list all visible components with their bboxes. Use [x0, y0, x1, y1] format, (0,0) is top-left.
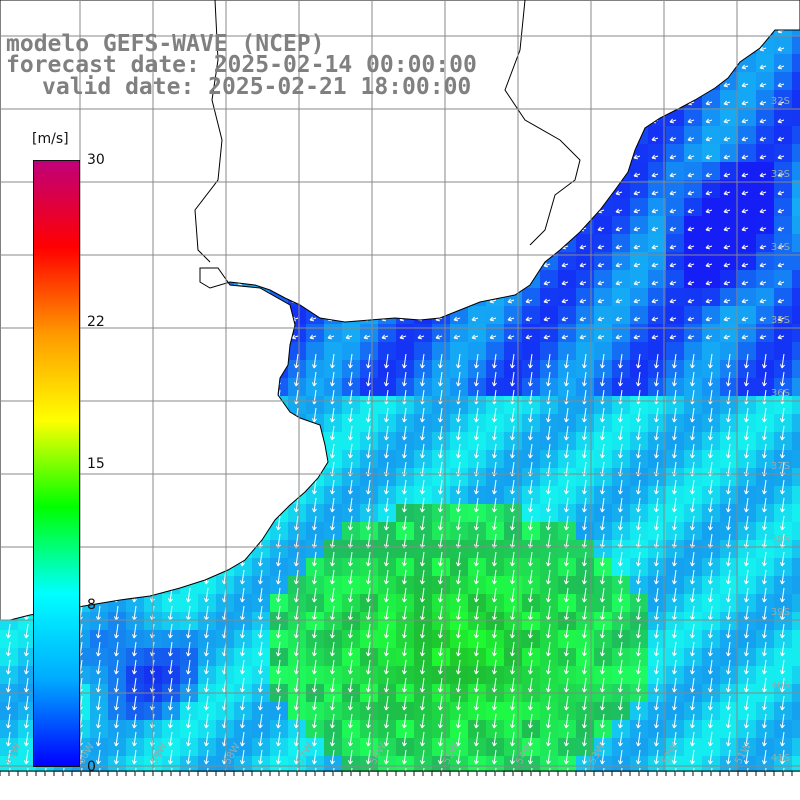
model-title: modelo GEFS-WAVE (NCEP)	[6, 31, 325, 57]
colorbar-units: [m/s]	[32, 131, 69, 147]
valid-date: valid date: 2025-02-21 18:00:00	[42, 74, 472, 100]
colorbar-tick-label: 22	[87, 313, 105, 330]
latitude-label: 38S	[771, 534, 790, 545]
colorbar	[33, 160, 80, 767]
forecast-date: forecast date: 2025-02-14 00:00:00	[6, 52, 477, 78]
latitude-label: 37S	[771, 461, 790, 472]
latitude-label: 39S	[771, 607, 790, 618]
land-mass	[0, 0, 800, 621]
latitude-label: 32S	[771, 96, 790, 107]
latitude-label: 41S	[771, 753, 790, 764]
colorbar-tick-label: 30	[87, 152, 105, 168]
graticule	[0, 0, 800, 780]
axis-ticks	[0, 770, 800, 800]
latitude-label: 34S	[771, 242, 790, 253]
colorbar-tick-label: 8	[87, 597, 96, 614]
latitude-label: 36S	[771, 388, 790, 399]
latitude-label: 40S	[771, 680, 790, 691]
colorbar-tick-label: 15	[87, 455, 105, 472]
latitude-label: 33S	[771, 169, 790, 180]
colorbar-tick-label: 0	[87, 759, 96, 775]
latitude-label: 35S	[771, 315, 790, 326]
